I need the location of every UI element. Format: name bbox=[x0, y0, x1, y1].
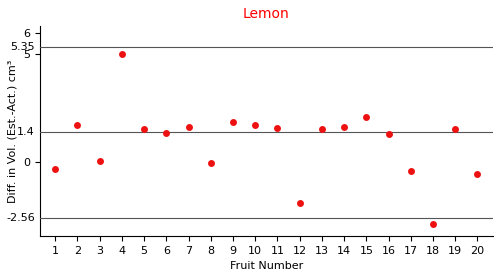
Text: 1.4: 1.4 bbox=[18, 127, 35, 137]
Title: Lemon: Lemon bbox=[243, 7, 290, 21]
Point bbox=[452, 127, 460, 131]
Point bbox=[140, 127, 148, 131]
Point bbox=[362, 115, 370, 119]
Point bbox=[474, 172, 482, 177]
Point bbox=[407, 169, 415, 173]
Point bbox=[274, 126, 281, 130]
Point bbox=[162, 131, 170, 135]
Point bbox=[296, 201, 304, 206]
Point bbox=[184, 125, 192, 129]
Point bbox=[74, 122, 82, 127]
Point bbox=[340, 125, 348, 129]
Text: -2.56: -2.56 bbox=[6, 213, 35, 223]
Point bbox=[429, 222, 437, 226]
X-axis label: Fruit Number: Fruit Number bbox=[230, 261, 303, 271]
Point bbox=[51, 167, 59, 171]
Point bbox=[251, 122, 259, 127]
Point bbox=[206, 161, 214, 166]
Text: 5.35: 5.35 bbox=[10, 42, 35, 52]
Point bbox=[118, 52, 126, 57]
Y-axis label: Diff. in Vol. (Est.-Act.) cm³: Diff. in Vol. (Est.-Act.) cm³ bbox=[8, 59, 18, 203]
Point bbox=[318, 127, 326, 131]
Point bbox=[229, 120, 237, 125]
Point bbox=[384, 132, 392, 136]
Point bbox=[96, 159, 104, 163]
